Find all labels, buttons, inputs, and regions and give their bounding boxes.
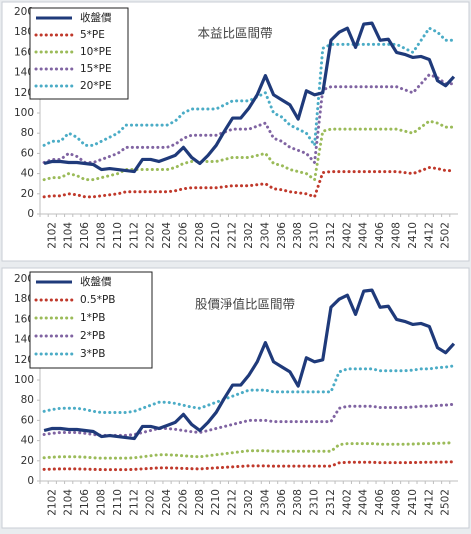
x-tick-label: 2212 [227,222,239,249]
legend-label: 10*PE [80,46,112,58]
y-tick-label: 200 [14,6,34,18]
x-tick-label: 2108 [95,489,107,516]
x-tick-label: 2404 [358,489,370,516]
x-tick-label: 2102 [46,222,58,249]
y-tick-label: 80 [21,127,34,139]
legend-label: 3*PB [80,348,105,360]
x-tick-label: 2304 [259,222,271,249]
x-tick-label: 2312 [325,489,337,516]
x-tick-label: 2106 [79,489,91,516]
x-tick-label: 2302 [243,489,255,516]
y-tick-label: 180 [14,26,34,38]
y-tick-label: 0 [27,475,34,487]
x-tick-label: 2302 [243,222,255,249]
x-tick-label: 2104 [63,222,75,249]
y-tick-label: 160 [14,46,34,58]
x-tick-label: 2110 [112,222,124,249]
x-tick-label: 2204 [161,222,173,249]
y-tick-label: 100 [14,107,34,119]
series-line [42,364,456,415]
legend-label: 2*PB [80,330,105,342]
x-tick-label: 2406 [374,222,386,249]
y-tick-label: 40 [21,435,34,447]
y-tick-label: 200 [14,273,34,285]
x-tick-label: 2402 [341,222,353,249]
x-tick-label: 2408 [391,222,403,249]
x-tick-label: 2308 [292,222,304,249]
x-tick-label: 2310 [309,489,321,516]
legend-label: 15*PE [80,63,112,75]
x-tick-label: 2410 [407,489,419,516]
x-tick-label: 2304 [259,489,271,516]
legend-label: 5*PE [80,29,105,41]
x-tick-label: 2210 [210,222,222,249]
x-tick-label: 2502 [440,489,452,516]
legend-box [29,7,129,100]
x-tick-label: 2202 [145,489,157,516]
x-tick-label: 2412 [423,222,435,249]
legend-label: 收盤價 [80,275,112,288]
x-tick-label: 2204 [161,489,173,516]
x-tick-label: 2306 [276,222,288,249]
series-line [42,73,456,164]
x-tick-label: 2210 [210,489,222,516]
chart-title: 股價淨值比區間帶 [195,297,295,312]
y-tick-label: 140 [14,67,34,79]
y-tick-label: 60 [21,147,34,159]
legend-label: 收盤價 [80,11,112,24]
x-tick-label: 2208 [194,489,206,516]
x-tick-label: 2404 [358,222,370,249]
x-tick-label: 2202 [145,222,157,249]
x-tick-label: 2104 [63,489,75,516]
y-tick-label: 20 [21,455,34,467]
x-tick-label: 2308 [292,489,304,516]
chart-title: 本益比區間帶 [197,26,272,41]
x-tick-label: 2310 [309,222,321,249]
x-tick-label: 2306 [276,489,288,516]
y-tick-label: 140 [14,334,34,346]
legend-label: 20*PE [80,80,112,92]
x-tick-label: 2206 [177,222,189,249]
x-tick-label: 2106 [79,222,91,249]
series-line [43,21,456,174]
x-tick-label: 2406 [374,489,386,516]
x-tick-label: 2110 [112,489,124,516]
y-tick-label: 0 [27,208,34,220]
legend-label: 0.5*PB [80,294,115,306]
y-tick-label: 20 [21,188,34,200]
legend-box [29,271,153,369]
y-tick-label: 160 [14,313,34,325]
x-tick-label: 2102 [46,489,58,516]
x-tick-label: 2412 [423,489,435,516]
x-tick-label: 2206 [177,489,189,516]
y-tick-label: 120 [14,354,34,366]
x-tick-label: 2208 [194,222,206,249]
y-tick-label: 120 [14,87,34,99]
y-tick-label: 40 [21,168,34,180]
series-line [42,166,456,199]
x-tick-label: 2108 [95,222,107,249]
x-tick-label: 2112 [128,222,140,249]
y-tick-label: 60 [21,414,34,426]
x-tick-label: 2408 [391,489,403,516]
y-tick-label: 80 [21,394,34,406]
series-line [43,288,456,441]
series-line [42,460,456,472]
x-tick-label: 2410 [407,222,419,249]
series-line [42,402,456,437]
y-tick-label: 100 [14,374,34,386]
x-tick-label: 2312 [325,222,337,249]
series-line [42,119,456,182]
legend-label: 1*PB [80,312,105,324]
y-tick-label: 180 [14,293,34,305]
x-tick-label: 2212 [227,489,239,516]
x-tick-label: 2402 [341,489,353,516]
x-tick-label: 2112 [128,489,140,516]
x-tick-label: 2502 [440,222,452,249]
